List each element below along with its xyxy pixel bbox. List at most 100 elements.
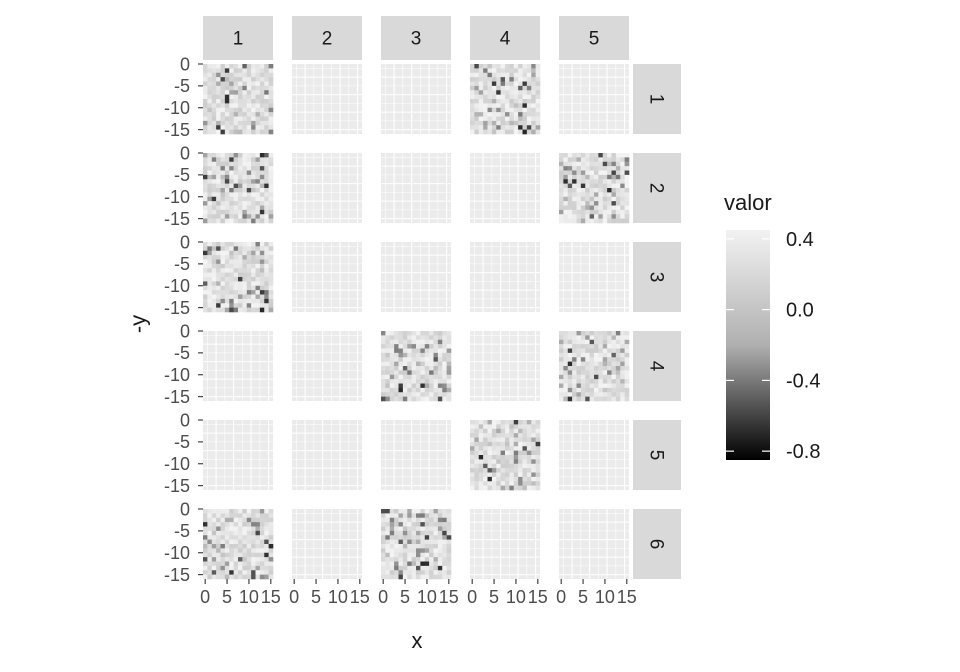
heatmap-cell <box>411 348 417 354</box>
heatmap-cell <box>238 218 243 224</box>
heatmap-cell <box>505 459 510 465</box>
heatmap-cell <box>255 192 261 198</box>
heatmap-cell <box>224 294 230 300</box>
heatmap-cell <box>483 85 488 91</box>
heatmap-cell <box>238 188 243 193</box>
heatmap-cell <box>624 174 630 180</box>
heatmap-cell <box>567 166 573 171</box>
heatmap-cell <box>487 472 493 478</box>
heatmap-cell <box>513 459 519 465</box>
heatmap-cell <box>433 513 439 519</box>
heatmap-cell <box>559 361 564 367</box>
heatmap-cell <box>531 90 536 95</box>
heatmap-cell <box>580 339 586 345</box>
y-tick-label: 0 <box>180 54 190 74</box>
heatmap-cell <box>398 565 404 571</box>
heatmap-cell <box>526 103 532 109</box>
heatmap-cell <box>505 90 510 95</box>
heatmap-cell <box>420 526 426 532</box>
heatmap-cell <box>211 294 217 300</box>
heatmap-cell <box>429 544 434 549</box>
heatmap-cell <box>615 383 621 389</box>
heatmap-cell <box>437 561 443 567</box>
heatmap-cell <box>207 285 213 291</box>
heatmap-cell <box>487 433 493 438</box>
heatmap-cell <box>233 112 239 117</box>
heatmap-cell <box>424 379 430 384</box>
heatmap-cell <box>242 157 248 163</box>
heatmap-cell <box>576 205 582 211</box>
heatmap-cell <box>491 107 497 113</box>
heatmap-cell <box>416 370 421 376</box>
heatmap-cell <box>381 539 386 545</box>
heatmap-cell <box>615 357 621 362</box>
heatmap-cell <box>580 357 586 362</box>
heatmap-cell <box>513 441 519 447</box>
heatmap-cell <box>402 383 408 389</box>
heatmap-cell <box>385 370 391 376</box>
heatmap-cell <box>611 201 617 206</box>
heatmap-cell <box>433 530 439 536</box>
heatmap-cell <box>246 179 252 184</box>
heatmap-cell <box>381 335 386 341</box>
heatmap-cell <box>513 77 519 82</box>
heatmap-cell <box>411 548 417 554</box>
heatmap-cell <box>259 85 265 91</box>
heatmap-cell <box>394 526 399 532</box>
heatmap-cell <box>238 517 243 523</box>
heatmap-cell <box>433 561 439 567</box>
heatmap-cell <box>585 331 590 336</box>
heatmap-cell <box>478 116 484 122</box>
row-strip-label: 4 <box>645 361 666 372</box>
heatmap-cell <box>535 129 541 135</box>
heatmap-cell <box>478 468 484 473</box>
heatmap-cell <box>470 433 475 438</box>
heatmap-cell <box>470 472 475 478</box>
x-tick-label: 15 <box>617 587 637 607</box>
heatmap-cell <box>474 428 480 434</box>
heatmap-cell <box>518 428 523 434</box>
heatmap-cell <box>216 294 221 300</box>
heatmap-cell <box>483 64 488 69</box>
heatmap-cell <box>487 77 493 82</box>
heatmap-cell <box>580 344 586 349</box>
heatmap-cell <box>442 557 447 562</box>
heatmap-cell <box>246 125 252 130</box>
heatmap-cell <box>229 530 234 536</box>
heatmap-cell <box>559 396 564 402</box>
heatmap-cell <box>238 68 243 74</box>
x-tick-label: 10 <box>595 587 615 607</box>
heatmap-cell <box>522 125 528 130</box>
heatmap-cell <box>233 85 239 91</box>
heatmap-cell <box>264 209 269 215</box>
heatmap-cell <box>264 170 269 176</box>
heatmap-cell <box>224 307 230 313</box>
heatmap-cell <box>496 437 501 443</box>
heatmap-cell <box>487 103 493 109</box>
heatmap-cell <box>424 561 430 567</box>
heatmap-cell <box>611 183 617 189</box>
heatmap-cell <box>242 85 248 91</box>
heatmap-cell <box>526 77 532 82</box>
heatmap-cell <box>251 72 256 78</box>
heatmap-cell <box>576 166 582 171</box>
heatmap-cell <box>255 509 261 514</box>
legend: valor 0.40.0-0.4-0.8 <box>724 190 820 463</box>
heatmap-cell <box>611 174 617 180</box>
heatmap-cell <box>207 174 213 180</box>
heatmap-cell <box>207 561 213 567</box>
heatmap-cell <box>607 170 612 176</box>
heatmap-cell <box>442 331 447 336</box>
heatmap-cell <box>211 517 217 523</box>
heatmap-cell <box>242 539 248 545</box>
heatmap-cell <box>246 557 252 562</box>
row-strip-3 <box>633 242 681 312</box>
heatmap-cell <box>615 192 621 198</box>
heatmap-cell <box>233 548 239 554</box>
heatmap-cell <box>398 387 404 393</box>
heatmap-cell <box>518 485 523 491</box>
heatmap-cell <box>255 574 261 580</box>
heatmap-cell <box>535 85 541 91</box>
heatmap-cell <box>607 335 612 341</box>
heatmap-cell <box>255 116 261 122</box>
